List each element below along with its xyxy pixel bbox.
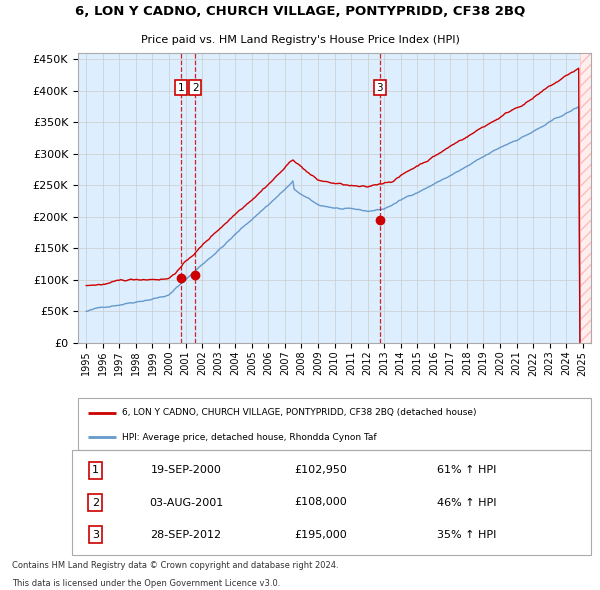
- Text: 46% ↑ HPI: 46% ↑ HPI: [437, 497, 496, 507]
- Text: 28-SEP-2012: 28-SEP-2012: [151, 530, 222, 540]
- Text: £108,000: £108,000: [295, 497, 347, 507]
- Text: 2: 2: [92, 497, 99, 507]
- Text: 1: 1: [92, 466, 99, 476]
- Text: 3: 3: [92, 530, 99, 540]
- Text: HPI: Average price, detached house, Rhondda Cynon Taf: HPI: Average price, detached house, Rhon…: [122, 432, 376, 441]
- Text: 3: 3: [377, 83, 383, 93]
- Text: 03-AUG-2001: 03-AUG-2001: [149, 497, 223, 507]
- Text: £102,950: £102,950: [295, 466, 347, 476]
- Bar: [580, 53, 591, 343]
- Text: Price paid vs. HM Land Registry's House Price Index (HPI): Price paid vs. HM Land Registry's House …: [140, 35, 460, 45]
- Text: 35% ↑ HPI: 35% ↑ HPI: [437, 530, 496, 540]
- Text: 2: 2: [192, 83, 199, 93]
- Text: £195,000: £195,000: [295, 530, 347, 540]
- Text: 6, LON Y CADNO, CHURCH VILLAGE, PONTYPRIDD, CF38 2BQ (detached house): 6, LON Y CADNO, CHURCH VILLAGE, PONTYPRI…: [122, 408, 476, 417]
- Bar: [580, 53, 591, 343]
- Text: 19-SEP-2000: 19-SEP-2000: [151, 466, 221, 476]
- Text: 6, LON Y CADNO, CHURCH VILLAGE, PONTYPRIDD, CF38 2BQ: 6, LON Y CADNO, CHURCH VILLAGE, PONTYPRI…: [75, 5, 525, 18]
- Text: Contains HM Land Registry data © Crown copyright and database right 2024.: Contains HM Land Registry data © Crown c…: [12, 561, 338, 570]
- Text: 61% ↑ HPI: 61% ↑ HPI: [437, 466, 496, 476]
- Text: This data is licensed under the Open Government Licence v3.0.: This data is licensed under the Open Gov…: [12, 579, 280, 588]
- Text: 1: 1: [178, 83, 184, 93]
